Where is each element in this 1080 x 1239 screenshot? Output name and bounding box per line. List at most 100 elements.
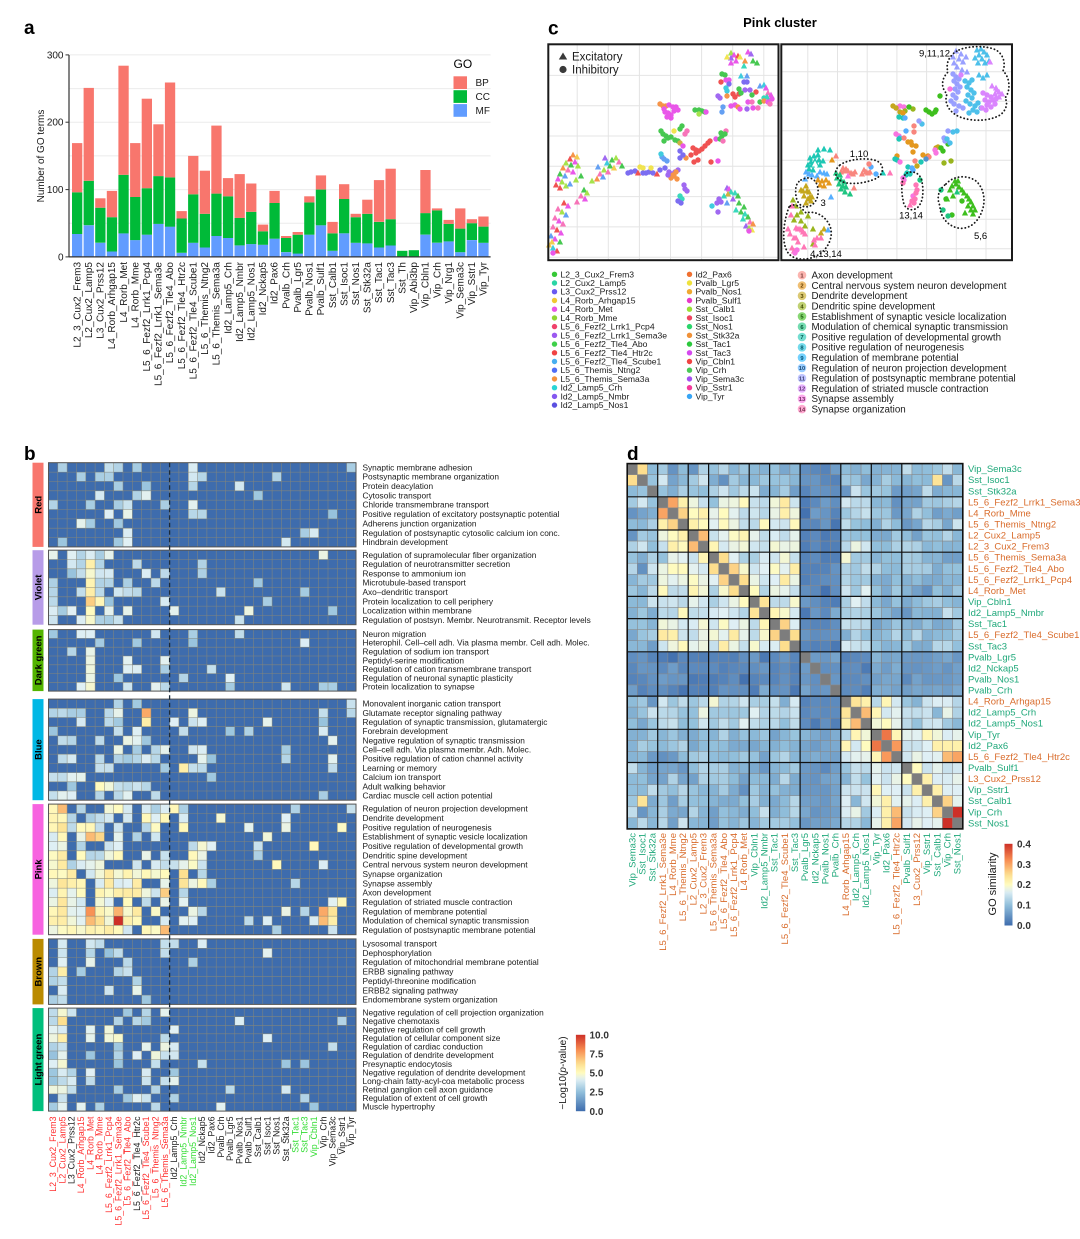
svg-text:Synapse assembly: Synapse assembly	[363, 878, 433, 888]
svg-text:Pvalb_Crh: Pvalb_Crh	[968, 686, 1012, 697]
svg-text:1: 1	[800, 273, 804, 279]
svg-text:L4_Rorb_Mme: L4_Rorb_Mme	[968, 508, 1031, 519]
svg-text:Glutamate receptor signaling p: Glutamate receptor signaling pathway	[363, 708, 503, 718]
svg-text:Protein localization to cell p: Protein localization to cell periphery	[363, 596, 494, 606]
svg-text:Id2_Lamp5_Nmbr: Id2_Lamp5_Nmbr	[968, 608, 1044, 619]
svg-text:Pvalb_Crh: Pvalb_Crh	[281, 262, 292, 309]
svg-text:1,10: 1,10	[850, 149, 869, 160]
svg-text:L5_6_Fezf2_Lrrk1_Sema3e: L5_6_Fezf2_Lrrk1_Sema3e	[561, 330, 668, 340]
svg-text:Id2_Lamp5_Nos1: Id2_Lamp5_Nos1	[968, 719, 1043, 730]
svg-text:Dendrite development: Dendrite development	[812, 291, 908, 302]
svg-text:Id2_Lamp5_Crh: Id2_Lamp5_Crh	[169, 1116, 179, 1179]
svg-text:Sst_Isoc1: Sst_Isoc1	[339, 262, 350, 306]
svg-text:L2_3_Cux2_Frem3: L2_3_Cux2_Frem3	[48, 1116, 58, 1191]
svg-text:Id2_Pax6: Id2_Pax6	[968, 741, 1008, 752]
svg-text:L4_Rorb_Arhgap15: L4_Rorb_Arhgap15	[107, 262, 118, 350]
svg-text:BP: BP	[476, 78, 490, 89]
svg-text:Vip_Sema3c: Vip_Sema3c	[627, 833, 638, 887]
svg-text:L3_Cux2_Prss12: L3_Cux2_Prss12	[912, 833, 923, 906]
svg-text:Sst_Stk32a: Sst_Stk32a	[648, 832, 659, 881]
svg-text:Sst_Isoc1: Sst_Isoc1	[262, 1116, 272, 1155]
svg-text:Adult walking behavior: Adult walking behavior	[363, 781, 446, 791]
svg-text:Central nervous system neuron: Central nervous system neuron developmen…	[363, 860, 529, 870]
svg-text:Vip_Cbln1: Vip_Cbln1	[696, 357, 736, 367]
svg-text:L5_6_Themis_Ntng2: L5_6_Themis_Ntng2	[200, 262, 211, 355]
svg-text:Pvalb_Nos1: Pvalb_Nos1	[968, 675, 1019, 686]
svg-text:Vip_Crh: Vip_Crh	[968, 807, 1002, 818]
svg-text:Id2_Pax6: Id2_Pax6	[270, 262, 281, 305]
svg-text:L5_6_Fezf2_Tle4_Abo: L5_6_Fezf2_Tle4_Abo	[561, 339, 648, 349]
svg-text:Id2_Lamp5_Crh: Id2_Lamp5_Crh	[851, 833, 862, 901]
svg-text:ERBB signaling pathway: ERBB signaling pathway	[363, 967, 455, 977]
svg-text:Sst_Nos1: Sst_Nos1	[953, 833, 964, 874]
svg-text:Pink cluster: Pink cluster	[743, 15, 817, 30]
svg-text:Modulation of chemical synapti: Modulation of chemical synaptic transmis…	[812, 322, 1009, 333]
svg-text:L4_Rorb_Met: L4_Rorb_Met	[561, 304, 614, 314]
svg-text:Excitatory: Excitatory	[572, 52, 623, 64]
svg-text:d: d	[627, 444, 639, 465]
svg-text:14: 14	[799, 407, 806, 413]
svg-text:Pvalb_Sulf1: Pvalb_Sulf1	[968, 763, 1019, 774]
svg-text:Regulation of postsynaptic mem: Regulation of postsynaptic membrane pote…	[812, 374, 1016, 385]
svg-text:Establishment of synaptic vesi: Establishment of synaptic vesicle locali…	[363, 832, 528, 842]
svg-text:3: 3	[821, 198, 826, 209]
svg-text:Vip_Nrg1: Vip_Nrg1	[444, 262, 455, 304]
svg-text:L5_6_Themis_Sema3a: L5_6_Themis_Sema3a	[709, 832, 720, 931]
svg-text:0.4: 0.4	[1017, 839, 1031, 850]
svg-text:Synapse organization: Synapse organization	[363, 869, 443, 879]
svg-text:Long-chain fatty-acyl-coa meta: Long-chain fatty-acyl-coa metabolic proc…	[363, 1076, 525, 1086]
svg-text:0.3: 0.3	[1017, 860, 1031, 871]
svg-text:L5_6_Fezf2_Tle4_Scube1: L5_6_Fezf2_Tle4_Scube1	[188, 262, 199, 380]
svg-text:L5_6_Themis_Sema3a: L5_6_Themis_Sema3a	[968, 553, 1067, 564]
svg-text:7: 7	[800, 335, 803, 341]
svg-text:0.0: 0.0	[1017, 921, 1031, 932]
svg-text:Id2_Nckap5: Id2_Nckap5	[968, 663, 1019, 674]
svg-text:Vip_Sstr1: Vip_Sstr1	[696, 383, 733, 393]
svg-text:Protein deacylation: Protein deacylation	[363, 481, 434, 491]
svg-text:Sst_Nos1: Sst_Nos1	[351, 262, 362, 306]
svg-text:L5_6_Fezf2_Tle4_Scube1: L5_6_Fezf2_Tle4_Scube1	[780, 833, 791, 944]
svg-text:Sst_Isoc1: Sst_Isoc1	[696, 313, 734, 323]
svg-text:Light green: Light green	[34, 1034, 45, 1086]
svg-text:Regulation of neuron projectio: Regulation of neuron projection developm…	[812, 363, 1007, 374]
svg-text:Inhibitory: Inhibitory	[572, 65, 619, 77]
svg-text:Sst_Tac3: Sst_Tac3	[696, 348, 732, 358]
svg-text:L4_Rorb_Arhgap15: L4_Rorb_Arhgap15	[76, 1116, 86, 1193]
svg-text:13: 13	[799, 397, 806, 403]
svg-text:Negative regulation of cell gr: Negative regulation of cell growth	[363, 1025, 486, 1035]
svg-text:Dark green: Dark green	[34, 635, 45, 685]
svg-text:Retinal ganglion cell axon gui: Retinal ganglion cell axon guidance	[363, 1085, 494, 1095]
svg-text:Vip_Cbln1: Vip_Cbln1	[968, 597, 1012, 608]
svg-text:MF: MF	[476, 106, 490, 117]
svg-text:L4_Rorb_Met: L4_Rorb_Met	[85, 1116, 95, 1170]
svg-text:Pink: Pink	[34, 859, 45, 880]
svg-text:Pvalb_Lgr5: Pvalb_Lgr5	[696, 278, 740, 288]
svg-text:L5_6_Fezf2_Tle4_Abo: L5_6_Fezf2_Tle4_Abo	[165, 262, 176, 364]
svg-text:13,14: 13,14	[899, 211, 923, 222]
svg-text:Sst_Tac1: Sst_Tac1	[968, 619, 1007, 630]
svg-text:Negative chemotaxis: Negative chemotaxis	[363, 1016, 440, 1026]
svg-text:Sst_Calb1: Sst_Calb1	[328, 262, 339, 309]
svg-text:Sst_Nos1: Sst_Nos1	[968, 818, 1009, 829]
svg-text:Synapse organization: Synapse organization	[812, 405, 906, 416]
svg-text:Vip_Cbln1: Vip_Cbln1	[421, 262, 432, 308]
svg-text:7.5: 7.5	[590, 1050, 604, 1061]
svg-text:Pvalb_Crh: Pvalb_Crh	[216, 1116, 226, 1157]
svg-text:Sst_Tac1: Sst_Tac1	[374, 262, 385, 304]
svg-text:Regulation of striated muscle: Regulation of striated muscle contractio…	[812, 384, 989, 395]
svg-text:Id2_Pax6: Id2_Pax6	[882, 833, 893, 873]
svg-text:L5_6_Fezf2_Tle4_Htr2c: L5_6_Fezf2_Tle4_Htr2c	[177, 262, 188, 369]
svg-text:L5_6_Themis_Ntng2: L5_6_Themis_Ntng2	[968, 520, 1056, 531]
svg-text:Regulation of dendrite develop: Regulation of dendrite development	[363, 1050, 495, 1060]
svg-text:L5_6_Fezf2_Tle4_Abo: L5_6_Fezf2_Tle4_Abo	[968, 564, 1064, 575]
svg-text:L2_3_Cux2_Frem3: L2_3_Cux2_Frem3	[968, 542, 1049, 553]
svg-text:5: 5	[800, 315, 804, 321]
svg-text:L3_Cux2_Prss12: L3_Cux2_Prss12	[561, 287, 627, 297]
svg-text:Blue: Blue	[34, 739, 45, 760]
svg-text:Positive regulation of neuroge: Positive regulation of neurogenesis	[812, 343, 965, 354]
svg-text:Id2_Lamp5_Nmbr: Id2_Lamp5_Nmbr	[760, 833, 771, 909]
svg-text:GO similarity: GO similarity	[987, 852, 999, 915]
svg-text:L4_Rorb_Mme: L4_Rorb_Mme	[95, 1116, 105, 1174]
svg-text:Sst_Tac3: Sst_Tac3	[968, 641, 1007, 652]
svg-text:10: 10	[799, 366, 805, 372]
